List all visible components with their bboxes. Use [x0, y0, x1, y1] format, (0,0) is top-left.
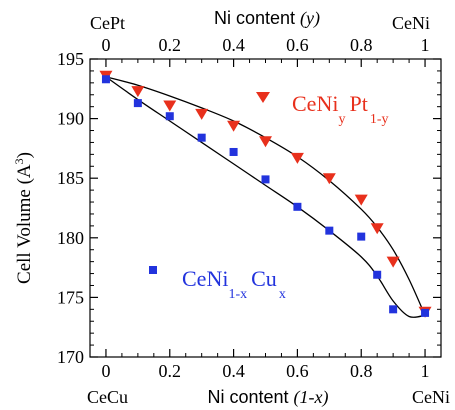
point-series-1	[373, 270, 382, 279]
y-axis-ticks: 170 175 180 185 190 195	[57, 49, 441, 367]
data-points	[99, 70, 432, 318]
bottom-axis-label-prefix: Ni content	[207, 387, 293, 407]
point-series-0	[131, 86, 145, 98]
point-series-0	[259, 136, 272, 148]
point-series-0	[163, 100, 177, 112]
legend-marker-cu	[149, 266, 157, 274]
legend-cu-sub1: 1-x	[228, 287, 247, 302]
point-series-1	[165, 112, 174, 121]
legend-label-pt: CeNiy Pt1-y	[292, 91, 388, 127]
legend-pt-mid: Pt	[349, 91, 367, 116]
top-axis-label-prefix: Ni content	[214, 8, 300, 28]
point-series-1	[421, 308, 430, 317]
legend-marker-pt	[256, 92, 270, 103]
y-axis-label-close: )	[14, 152, 35, 158]
point-series-0	[386, 256, 400, 268]
legend-pt-sub1: y	[338, 112, 345, 127]
x-bottom-tick-label: 1	[421, 361, 430, 381]
plot-frame	[89, 58, 442, 358]
bottom-axis-label-var: (1-x)	[294, 387, 329, 408]
legend-cu-sub2: x	[279, 287, 286, 302]
point-series-1	[229, 147, 238, 156]
point-series-1	[101, 75, 110, 84]
legend-pt-main: CeNi	[292, 91, 338, 116]
legend-cu-main: CeNi	[182, 266, 228, 291]
legend-pt-sub2: 1-y	[370, 112, 389, 127]
point-series-1	[261, 175, 270, 184]
point-series-0	[227, 120, 241, 132]
bottom-axis-label: Ni content (1-x)	[207, 387, 328, 408]
point-series-1	[325, 226, 334, 235]
point-series-0	[370, 223, 384, 235]
y-axis-label-main: Cell Volume (A	[14, 164, 35, 284]
bottom-right-end-label: CeNi	[412, 387, 450, 407]
point-series-0	[354, 194, 368, 206]
top-left-end-label: CePt	[90, 13, 125, 33]
x-bottom-tick-label: 0.8	[350, 361, 373, 381]
y-axis-label: Cell Volume (A3)	[12, 152, 35, 284]
x-bottom-tick-label: 0.6	[286, 361, 309, 381]
x-top-tick-label: 1	[421, 35, 430, 55]
point-series-1	[389, 305, 398, 314]
y-axis-label-sup: 3	[12, 158, 26, 164]
point-series-0	[290, 152, 304, 164]
y-tick-label: 195	[57, 49, 84, 69]
y-tick-label: 170	[57, 347, 84, 367]
point-series-0	[322, 173, 336, 185]
x-bottom-tick-label: 0	[101, 361, 110, 381]
x-bottom-tick-label: 0.2	[159, 361, 182, 381]
x-bottom-tick-label: 0.4	[222, 361, 245, 381]
legend-cu-mid: Cu	[251, 266, 277, 291]
point-series-1	[133, 99, 142, 108]
x-top-tick-label: 0.4	[222, 35, 245, 55]
y-tick-label: 175	[57, 287, 84, 307]
y-tick-label: 180	[57, 228, 84, 248]
top-right-end-label: CeNi	[392, 13, 430, 33]
legend-label-cu: CeNi1-x Cux	[182, 266, 286, 302]
x-top-tick-label: 0.8	[350, 35, 373, 55]
point-series-1	[357, 232, 366, 241]
x-top-tick-label: 0.6	[286, 35, 309, 55]
point-series-1	[197, 133, 206, 142]
top-axis-label: Ni content (y)	[214, 8, 320, 29]
x-top-tick-label: 0.2	[159, 35, 182, 55]
top-axis-label-var: (y)	[300, 8, 320, 29]
point-series-1	[293, 202, 302, 211]
x-axis-ticks: 0 0.2 0.4 0.6 0.8 1 0 0.2 0.4 0.6 0.8 1	[101, 35, 429, 381]
point-series-0	[195, 108, 209, 120]
y-tick-label: 190	[57, 109, 84, 129]
x-top-tick-label: 0	[101, 35, 110, 55]
y-tick-label: 185	[57, 168, 84, 188]
bottom-left-end-label: CeCu	[87, 387, 128, 407]
